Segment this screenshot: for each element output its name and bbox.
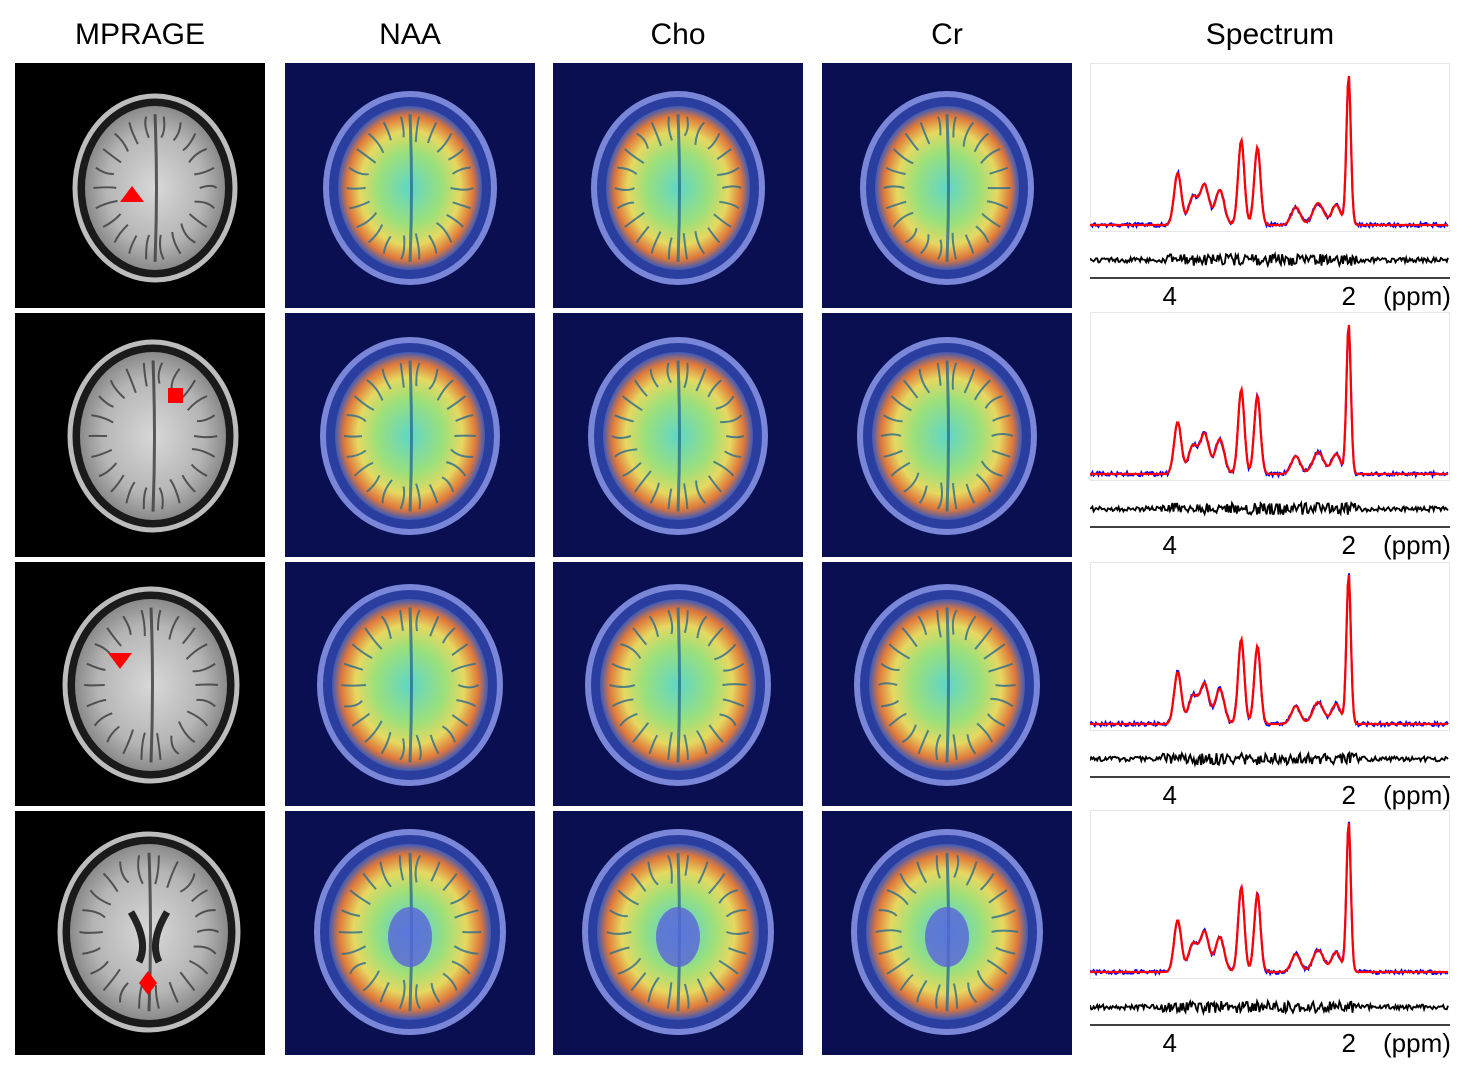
cr-map bbox=[822, 562, 1072, 807]
row-separator bbox=[285, 806, 535, 811]
row-separator bbox=[822, 806, 1072, 811]
row-separator bbox=[822, 308, 1072, 313]
spectrum-fit-line bbox=[1090, 574, 1448, 726]
spectrum-fit-line bbox=[1090, 75, 1448, 227]
x-tick-label: 2 bbox=[1341, 530, 1357, 560]
row-separator bbox=[15, 557, 265, 562]
x-axis-unit-label: (ppm) bbox=[1383, 780, 1451, 810]
row-separator bbox=[822, 557, 1072, 562]
x-tick-label: 2 bbox=[1341, 281, 1357, 311]
spectrum-residual-line bbox=[1090, 499, 1449, 517]
x-tick-label: 2 bbox=[1341, 1028, 1357, 1058]
cho-map bbox=[553, 312, 803, 557]
mprage-image bbox=[15, 63, 265, 308]
spectrum-plot bbox=[1090, 312, 1450, 530]
mprage-image bbox=[15, 312, 265, 557]
spectrum-plot bbox=[1090, 63, 1450, 281]
cr-map bbox=[822, 810, 1072, 1055]
spectrum-residual-line bbox=[1090, 750, 1449, 768]
roi-marker-square bbox=[168, 388, 183, 403]
naa-map bbox=[285, 562, 535, 807]
x-axis-unit-label: (ppm) bbox=[1383, 530, 1451, 560]
roi-marker-diamond bbox=[139, 971, 157, 995]
cho-map bbox=[553, 63, 803, 308]
cr-map bbox=[822, 63, 1072, 308]
row-separator bbox=[285, 557, 535, 562]
spectrum-measured-line bbox=[1090, 77, 1449, 230]
x-tick-label: 2 bbox=[1341, 780, 1357, 810]
x-axis-unit-label: (ppm) bbox=[1383, 281, 1451, 311]
naa-map bbox=[285, 63, 535, 308]
row-separator bbox=[553, 557, 803, 562]
naa-map bbox=[285, 312, 535, 557]
column-title-cr: Cr bbox=[931, 18, 963, 51]
spectrum-residual-line bbox=[1090, 250, 1449, 269]
cho-map bbox=[553, 810, 803, 1055]
mprage-image bbox=[15, 562, 265, 807]
row-separator bbox=[285, 308, 535, 313]
x-tick-label: 4 bbox=[1162, 530, 1178, 560]
cho-map bbox=[553, 562, 803, 807]
x-tick-label: 4 bbox=[1162, 780, 1178, 810]
roi-marker-triangle-down bbox=[108, 653, 132, 669]
spectrum-measured-line bbox=[1090, 326, 1449, 480]
spectrum-residual-line bbox=[1090, 997, 1449, 1017]
column-title-spectrum: Spectrum bbox=[1205, 18, 1335, 51]
row-separator bbox=[553, 308, 803, 313]
roi-marker-triangle-up bbox=[120, 186, 144, 202]
naa-map bbox=[285, 810, 535, 1055]
spectrum-plot bbox=[1090, 810, 1450, 1028]
column-title-naa: NAA bbox=[379, 18, 441, 51]
row-separator bbox=[15, 308, 265, 313]
spectrum-plot bbox=[1090, 562, 1450, 780]
spectrum-measured-line bbox=[1090, 573, 1449, 729]
row-separator bbox=[553, 806, 803, 811]
mprage-image bbox=[15, 810, 265, 1055]
column-title-mprage: MPRAGE bbox=[74, 18, 206, 51]
column-title-cho: Cho bbox=[650, 18, 706, 51]
x-axis-unit-label: (ppm) bbox=[1383, 1028, 1451, 1058]
spectrum-fit-line bbox=[1090, 324, 1448, 476]
x-tick-label: 4 bbox=[1162, 1028, 1178, 1058]
x-tick-label: 4 bbox=[1162, 281, 1178, 311]
spectrum-measured-line bbox=[1090, 821, 1449, 977]
row-separator bbox=[15, 806, 265, 811]
spectrum-fit-line bbox=[1090, 822, 1448, 974]
cr-map bbox=[822, 312, 1072, 557]
